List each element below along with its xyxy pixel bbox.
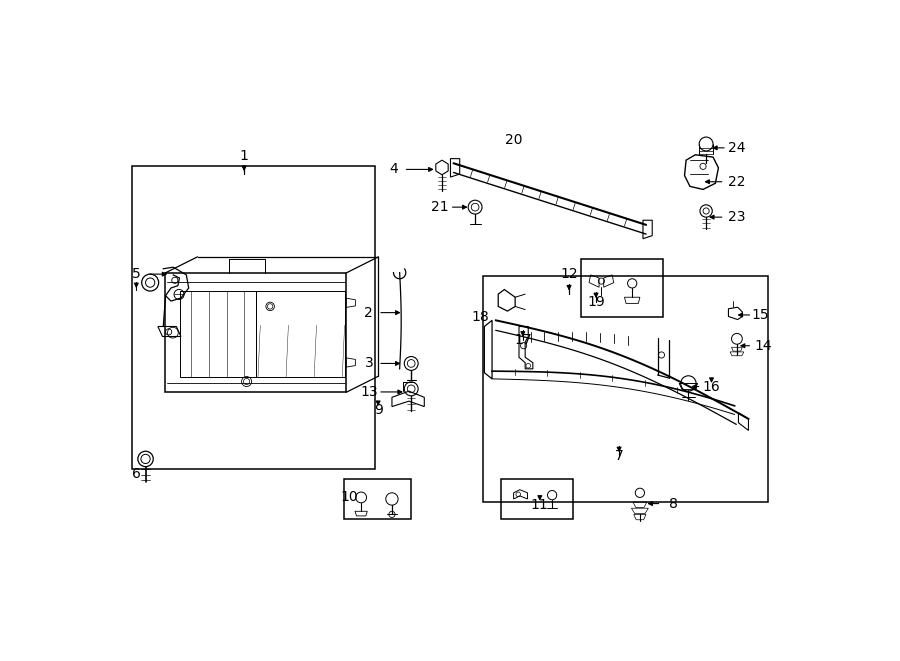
Text: 22: 22 xyxy=(728,175,746,189)
Circle shape xyxy=(141,274,158,291)
Text: 23: 23 xyxy=(728,210,746,224)
Text: 2: 2 xyxy=(364,305,373,320)
Text: 14: 14 xyxy=(754,338,772,353)
Text: 20: 20 xyxy=(505,133,522,147)
Text: 17: 17 xyxy=(514,333,532,347)
Text: 15: 15 xyxy=(752,308,769,322)
Text: 5: 5 xyxy=(132,267,140,281)
Polygon shape xyxy=(392,391,424,407)
Text: 9: 9 xyxy=(374,403,382,416)
Text: 21: 21 xyxy=(431,200,448,214)
Text: 18: 18 xyxy=(472,310,490,325)
Text: 12: 12 xyxy=(560,267,578,281)
Text: 4: 4 xyxy=(389,163,398,176)
Text: 6: 6 xyxy=(132,467,140,481)
Text: 16: 16 xyxy=(703,379,720,393)
Text: 3: 3 xyxy=(364,356,373,370)
Text: 1: 1 xyxy=(239,149,248,163)
Text: 10: 10 xyxy=(341,490,358,504)
Text: 19: 19 xyxy=(587,295,605,309)
Text: 8: 8 xyxy=(669,496,678,510)
Polygon shape xyxy=(728,307,742,319)
Text: 11: 11 xyxy=(531,498,549,512)
Text: 7: 7 xyxy=(615,449,624,463)
Text: 13: 13 xyxy=(360,385,378,399)
Text: 24: 24 xyxy=(728,141,746,155)
